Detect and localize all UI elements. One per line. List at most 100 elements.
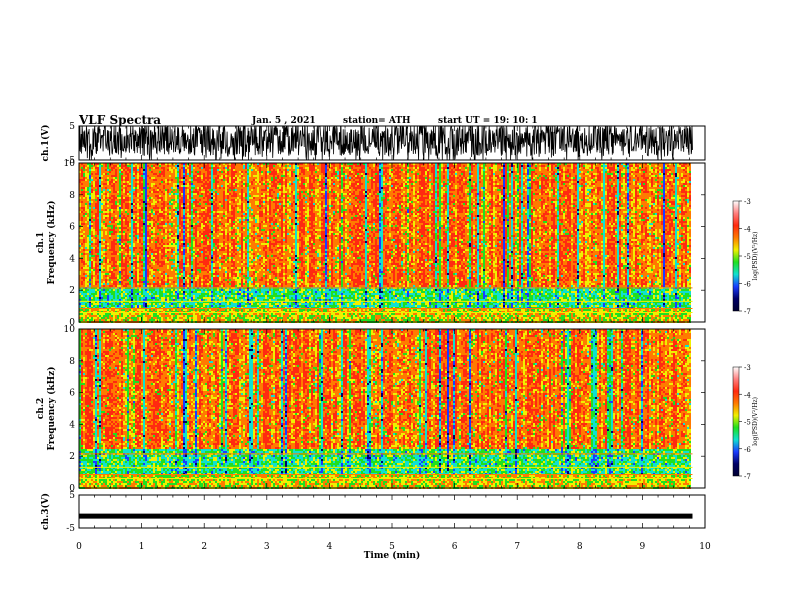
heatmap-cell bbox=[275, 169, 277, 171]
heatmap-cell bbox=[389, 189, 391, 191]
heatmap-cell bbox=[225, 183, 227, 185]
heatmap-cell bbox=[259, 179, 261, 181]
heatmap-cell bbox=[645, 177, 647, 179]
heatmap-cell bbox=[359, 163, 361, 165]
heatmap-cell bbox=[451, 165, 453, 167]
heatmap-cell bbox=[123, 187, 125, 189]
heatmap-cell bbox=[107, 177, 109, 179]
heatmap-cell bbox=[89, 165, 91, 167]
heatmap-cell bbox=[209, 163, 211, 165]
heatmap-cell bbox=[209, 189, 211, 191]
heatmap-cell bbox=[423, 165, 425, 167]
heatmap-cell bbox=[95, 193, 97, 195]
heatmap-cell bbox=[355, 193, 357, 195]
heatmap-cell bbox=[151, 167, 153, 169]
heatmap-cell bbox=[563, 179, 565, 181]
heatmap-cell bbox=[329, 191, 331, 193]
heatmap-cell bbox=[385, 187, 387, 189]
heatmap-cell bbox=[213, 193, 215, 195]
heatmap-cell bbox=[137, 171, 139, 173]
heatmap-cell bbox=[333, 179, 335, 181]
heatmap-cell bbox=[393, 177, 395, 179]
heatmap-cell bbox=[181, 163, 183, 165]
heatmap-cell bbox=[283, 167, 285, 169]
heatmap-cell bbox=[255, 169, 257, 171]
heatmap-cell bbox=[441, 169, 443, 171]
heatmap-cell bbox=[337, 177, 339, 179]
heatmap-cell bbox=[673, 167, 675, 169]
heatmap-cell bbox=[221, 187, 223, 189]
heatmap-cell bbox=[403, 187, 405, 189]
heatmap-cell bbox=[467, 167, 469, 169]
heatmap-cell bbox=[529, 169, 531, 171]
heatmap-cell bbox=[571, 181, 573, 183]
heatmap-cell bbox=[683, 169, 685, 171]
heatmap-cell bbox=[231, 185, 233, 187]
heatmap-cell bbox=[335, 185, 337, 187]
heatmap-cell bbox=[317, 179, 319, 181]
heatmap-cell bbox=[339, 185, 341, 187]
heatmap-cell bbox=[153, 167, 155, 169]
heatmap-cell bbox=[223, 177, 225, 179]
heatmap-cell bbox=[99, 165, 101, 167]
heatmap-cell bbox=[589, 173, 591, 175]
heatmap-cell bbox=[675, 187, 677, 189]
heatmap-cell bbox=[583, 165, 585, 167]
heatmap-cell bbox=[465, 163, 467, 165]
heatmap-cell bbox=[679, 179, 681, 181]
heatmap-cell bbox=[201, 189, 203, 191]
heatmap-cell bbox=[541, 177, 543, 179]
heatmap-cell bbox=[557, 163, 559, 165]
heatmap-cell bbox=[481, 177, 483, 179]
heatmap-cell bbox=[645, 181, 647, 183]
heatmap-cell bbox=[675, 167, 677, 169]
heatmap-cell bbox=[355, 181, 357, 183]
heatmap-cell bbox=[447, 189, 449, 191]
heatmap-cell bbox=[83, 169, 85, 171]
heatmap-cell bbox=[679, 189, 681, 191]
heatmap-cell bbox=[653, 163, 655, 165]
heatmap-cell bbox=[261, 171, 263, 173]
heatmap-cell bbox=[187, 175, 189, 177]
heatmap-cell bbox=[255, 191, 257, 193]
heatmap-cell bbox=[81, 175, 83, 177]
heatmap-cell bbox=[441, 191, 443, 193]
heatmap-cell bbox=[599, 175, 601, 177]
heatmap-cell bbox=[111, 165, 113, 167]
heatmap-cell bbox=[463, 179, 465, 181]
heatmap-cell bbox=[479, 183, 481, 185]
heatmap-cell bbox=[377, 193, 379, 195]
heatmap-cell bbox=[591, 169, 593, 171]
heatmap-cell bbox=[409, 187, 411, 189]
heatmap-cell bbox=[533, 173, 535, 175]
heatmap-cell bbox=[195, 175, 197, 177]
heatmap-cell bbox=[455, 193, 457, 195]
heatmap-cell bbox=[333, 165, 335, 167]
heatmap-cell bbox=[95, 181, 97, 183]
heatmap-cell bbox=[541, 173, 543, 175]
heatmap-cell bbox=[457, 171, 459, 173]
heatmap-cell bbox=[385, 171, 387, 173]
heatmap-cell bbox=[91, 165, 93, 167]
heatmap-cell bbox=[449, 169, 451, 171]
heatmap-cell bbox=[315, 165, 317, 167]
heatmap-cell bbox=[523, 185, 525, 187]
heatmap-cell bbox=[185, 179, 187, 181]
heatmap-cell bbox=[173, 173, 175, 175]
heatmap-cell bbox=[235, 181, 237, 183]
heatmap-cell bbox=[669, 181, 671, 183]
heatmap-cell bbox=[171, 163, 173, 165]
heatmap-cell bbox=[141, 173, 143, 175]
heatmap-cell bbox=[591, 193, 593, 195]
heatmap-cell bbox=[101, 181, 103, 183]
heatmap-cell bbox=[225, 181, 227, 183]
heatmap-cell bbox=[329, 165, 331, 167]
heatmap-cell bbox=[289, 185, 291, 187]
heatmap-cell bbox=[125, 191, 127, 193]
heatmap-cell bbox=[545, 169, 547, 171]
heatmap-cell bbox=[293, 183, 295, 185]
heatmap-cell bbox=[631, 191, 633, 193]
heatmap-cell bbox=[123, 171, 125, 173]
heatmap-cell bbox=[575, 189, 577, 191]
heatmap-cell bbox=[679, 175, 681, 177]
